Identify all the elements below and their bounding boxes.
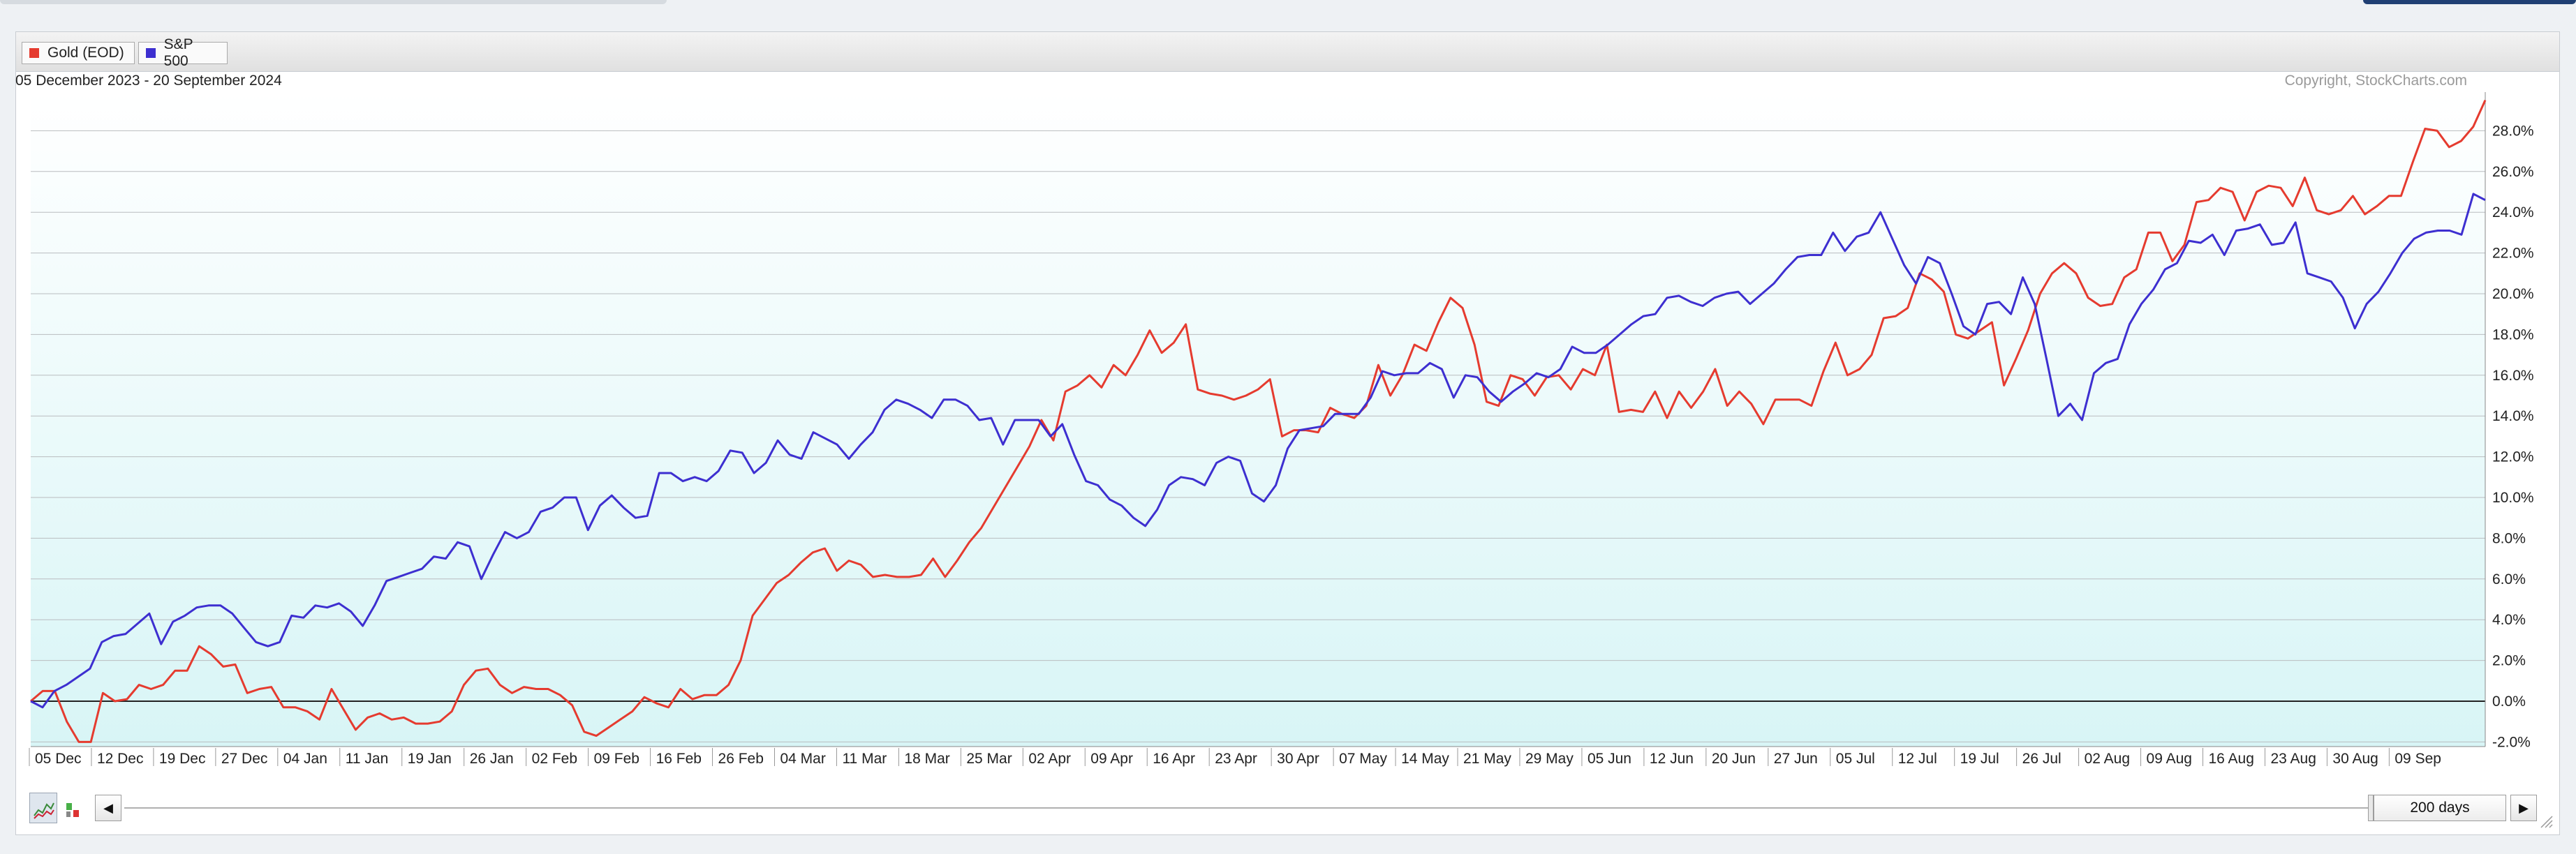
gold-swatch-icon — [29, 48, 39, 58]
x-tick-label: 14 May — [1401, 751, 1449, 767]
x-tick-label: 12 Jun — [1650, 751, 1694, 767]
legend-bar: Gold (EOD) S&P 500 — [16, 32, 2559, 72]
x-tick-label: 30 Apr — [1277, 751, 1319, 767]
y-tick-label: 16.0% — [2492, 368, 2534, 384]
x-tick-label: 19 Dec — [159, 751, 206, 767]
x-tick-label: 23 Apr — [1215, 751, 1257, 767]
top-action-button[interactable] — [2363, 0, 2576, 4]
period-selector[interactable]: 200 days — [2374, 795, 2506, 821]
x-tick-label: 05 Dec — [35, 751, 82, 767]
sp500-swatch-icon — [146, 48, 156, 58]
x-tick-label: 18 Mar — [904, 751, 949, 767]
chart-type-icon[interactable] — [29, 793, 57, 823]
triangle-right-icon: ▶ — [2519, 800, 2529, 815]
scroll-left-button[interactable]: ◀ — [95, 795, 121, 821]
legend-sp500-label: S&P 500 — [163, 36, 193, 69]
x-tick-label: 16 Aug — [2209, 751, 2254, 767]
x-tick-label: 05 Jun — [1587, 751, 1631, 767]
y-tick-label: 2.0% — [2492, 653, 2526, 669]
x-tick-label: 26 Feb — [718, 751, 764, 767]
x-tick-label: 12 Dec — [97, 751, 144, 767]
x-tick-label: 16 Apr — [1153, 751, 1195, 767]
copyright-notice: Copyright, StockCharts.com — [2284, 73, 2467, 89]
x-tick-label: 12 Jul — [1898, 751, 1937, 767]
x-tick-label: 02 Aug — [2085, 751, 2130, 767]
y-tick-label: 28.0% — [2492, 123, 2534, 139]
y-tick-label: 18.0% — [2492, 327, 2534, 343]
legend-item-sp500[interactable]: S&P 500 — [138, 36, 228, 69]
y-tick-label: 26.0% — [2492, 164, 2534, 180]
x-tick-label: 09 Sep — [2394, 751, 2441, 767]
x-tick-label: 04 Jan — [283, 751, 327, 767]
scroll-track[interactable] — [124, 807, 2368, 809]
x-tick-label: 23 Aug — [2270, 751, 2316, 767]
sp500-series-line — [30, 193, 2486, 709]
x-tick-label: 04 Mar — [780, 751, 825, 767]
x-tick-label: 11 Jan — [346, 751, 389, 767]
x-tick-label: 11 Mar — [842, 751, 887, 767]
y-tick-label: 0.0% — [2492, 694, 2526, 710]
plot-area — [31, 92, 2485, 747]
x-tick-label: 07 May — [1339, 751, 1387, 767]
y-tick-label: 12.0% — [2492, 449, 2534, 465]
date-range: 05 December 2023 - 20 September 2024 — [15, 73, 282, 89]
x-tick-label: 20 Jun — [1712, 751, 1756, 767]
indicator-icon[interactable] — [60, 793, 88, 823]
x-tick-label: 05 Jul — [1836, 751, 1875, 767]
x-tick-label: 16 Feb — [656, 751, 702, 767]
y-tick-label: 8.0% — [2492, 530, 2526, 546]
scroll-thumb-grip[interactable] — [2368, 795, 2374, 821]
legend-gold-label: Gold (EOD) — [47, 45, 124, 61]
y-tick-label: -2.0% — [2492, 734, 2531, 750]
top-strip — [0, 0, 2576, 17]
x-tick-label: 02 Apr — [1028, 751, 1071, 767]
triangle-left-icon: ◀ — [103, 800, 113, 815]
gold-series-line — [30, 99, 2487, 743]
x-tick-label: 27 Jun — [1774, 751, 1818, 767]
x-tick-label: 26 Jul — [2022, 751, 2061, 767]
y-tick-label: 14.0% — [2492, 408, 2534, 424]
y-tick-label: 6.0% — [2492, 571, 2526, 587]
x-tick-label: 30 Aug — [2332, 751, 2378, 767]
x-tick-label: 25 Mar — [966, 751, 1012, 767]
x-tick-label: 19 Jul — [1960, 751, 1999, 767]
y-tick-label: 4.0% — [2492, 612, 2526, 628]
x-tick-label: 21 May — [1463, 751, 1511, 767]
y-tick-label: 24.0% — [2492, 204, 2534, 220]
x-tick-label: 09 Aug — [2147, 751, 2192, 767]
x-tick-label: 09 Feb — [594, 751, 639, 767]
x-tick-label: 26 Jan — [470, 751, 514, 767]
resize-grip-icon[interactable] — [2538, 814, 2554, 829]
scroll-right-button[interactable]: ▶ — [2510, 795, 2537, 821]
top-tab — [0, 0, 667, 4]
y-tick-label: 20.0% — [2492, 286, 2534, 302]
y-tick-label: 10.0% — [2492, 490, 2534, 506]
x-tick-label: 02 Feb — [532, 751, 577, 767]
x-tick-label: 29 May — [1525, 751, 1574, 767]
legend-item-gold[interactable]: Gold (EOD) — [22, 42, 135, 64]
y-tick-label: 22.0% — [2492, 246, 2534, 262]
x-tick-label: 27 Dec — [221, 751, 268, 767]
x-tick-label: 19 Jan — [408, 751, 452, 767]
x-tick-label: 09 Apr — [1090, 751, 1133, 767]
